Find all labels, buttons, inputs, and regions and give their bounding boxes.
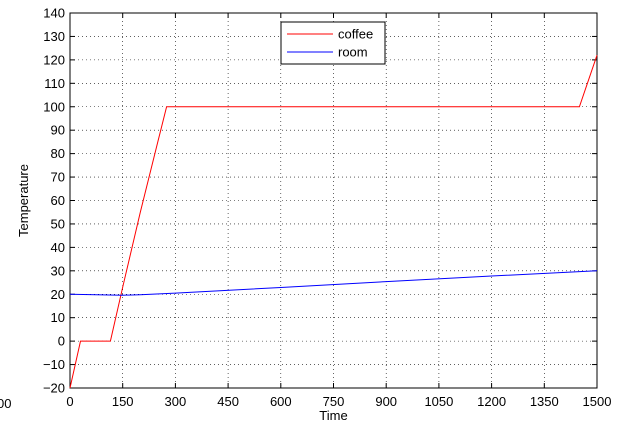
x-tick-label: 1500 <box>583 394 612 409</box>
y-tick-label: 100 <box>43 99 65 114</box>
y-tick-label: 110 <box>44 76 65 91</box>
y-tick-label: 20 <box>51 287 65 302</box>
legend-label-room: room <box>338 45 368 60</box>
series-lines <box>69 55 598 389</box>
x-tick-label: 1350 <box>530 394 559 409</box>
y-tick-label: −20 <box>43 381 65 396</box>
x-tick-label: 300 <box>165 394 187 409</box>
y-tick-label: 90 <box>51 123 65 138</box>
legend: coffee room <box>280 21 386 65</box>
y-tick-label: 30 <box>51 263 65 278</box>
y-tick-label: 70 <box>51 170 65 185</box>
y-tick-label: 140 <box>43 6 65 21</box>
series-line-coffee <box>69 55 598 389</box>
x-tick-label: 150 <box>112 394 134 409</box>
y-tick-label: −10 <box>43 357 65 372</box>
x-tick-label: 0 <box>66 394 73 409</box>
y-tick-label: 120 <box>43 52 65 67</box>
x-axis-label: Time <box>319 408 347 423</box>
y-tick-label: 10 <box>51 310 65 325</box>
legend-box <box>280 21 386 65</box>
y-tick-label: 0 <box>58 334 65 349</box>
x-tick-label: 450 <box>217 394 239 409</box>
y-axis-label: Temperature <box>16 164 31 237</box>
x-tick-label: 600 <box>270 394 292 409</box>
x-tick-label: 1200 <box>477 394 506 409</box>
grid <box>70 13 597 388</box>
x-tick-label: 900 <box>375 394 397 409</box>
series-line-room <box>69 270 598 296</box>
cut-off-tick-label: 00 <box>0 396 11 411</box>
y-tick-label: 60 <box>51 193 65 208</box>
legend-label-coffee: coffee <box>338 27 373 42</box>
y-tick-label: 50 <box>51 216 65 231</box>
y-tick-label: 80 <box>51 146 65 161</box>
y-tick-labels: −20 −10 0 10 20 30 40 50 60 70 80 90 100 110 120 130 140 <box>43 6 65 396</box>
y-tick-label: 40 <box>51 240 65 255</box>
x-tick-label: 750 <box>323 394 345 409</box>
x-tick-labels: 0 150 300 450 600 750 900 1050 1200 1350 1500 <box>66 394 611 409</box>
x-tick-label: 1050 <box>424 394 453 409</box>
y-tick-label: 130 <box>43 29 65 44</box>
